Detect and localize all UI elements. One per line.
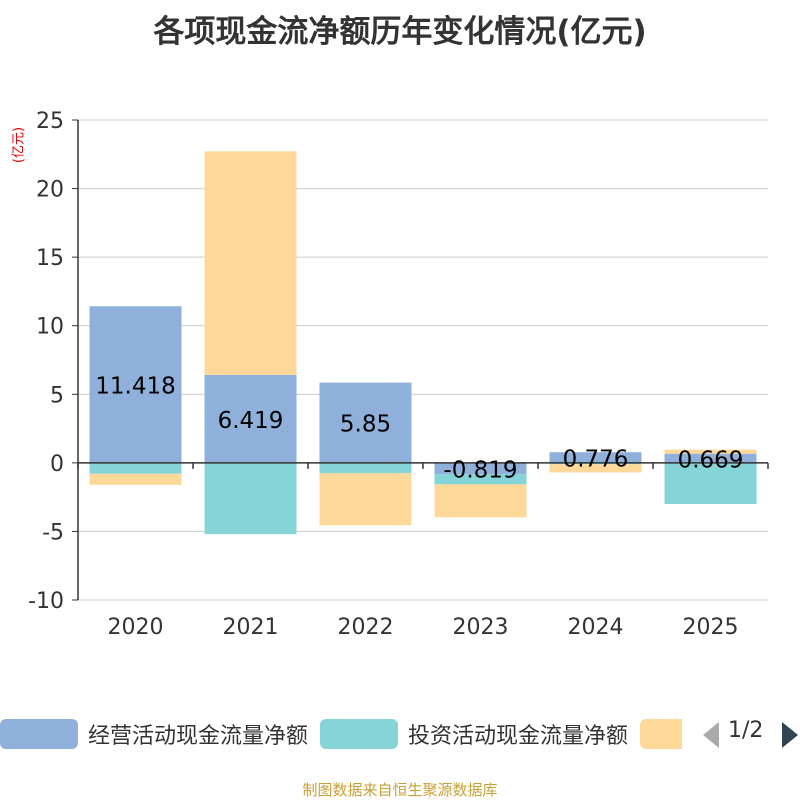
bar-2022-series-0 [319,382,412,463]
x-tick-label: 2025 [683,615,739,640]
bar-2024-series-2 [549,464,642,473]
legend-item-financing[interactable] [640,716,692,752]
bar-2020-series-0 [89,306,182,463]
data-label: 6.419 [218,408,284,434]
bar-2022-series-2 [319,473,412,526]
legend-swatch-operating [0,719,78,749]
y-tick-label: 15 [36,246,64,271]
y-tick-label: 10 [36,315,64,340]
y-tick-label: -5 [42,520,64,545]
x-tick-label: 2023 [453,615,509,640]
bar-2021-series-1 [204,462,297,535]
bar-2021-series-0 [204,374,297,463]
y-tick-label: 0 [50,452,64,477]
source-note: 制图数据来自恒生聚源数据库 [302,781,498,799]
legend-page-indicator: 1/2 [728,718,764,743]
legend-swatch-investing [320,719,398,749]
data-label: 0.669 [678,447,744,473]
x-tick-label: 2022 [338,615,394,640]
bar-2020-series-1 [89,462,182,474]
y-tick-label: 20 [36,178,64,203]
y-tick-label: 25 [36,109,64,134]
bar-2024-series-0 [549,452,642,463]
data-label: -0.819 [443,457,517,483]
data-label: 5.85 [340,412,391,438]
x-tick-label: 2024 [568,615,624,640]
bar-2022-series-1 [319,462,412,474]
legend-label-investing: 投资活动现金流量净额 [408,724,629,749]
bar-2023-series-2 [434,484,527,518]
legend-label-operating: 经营活动现金流量净额 [88,724,309,749]
legend-item-operating[interactable]: 经营活动现金流量净额 [0,716,308,752]
bar-2023-series-1 [434,474,527,485]
bar-2023-series-0 [434,462,527,475]
y-tick-label: -10 [28,589,64,614]
chart-title: 各项现金流净额历年变化情况(亿元) [153,14,647,50]
legend-prev-page-icon[interactable] [703,722,719,748]
bar-2025-series-0 [664,453,757,463]
bar-chart: 25 20 15 10 5 0 -5 -10 2020 2021 2022 2023 2024 2025 1… [28,109,769,640]
x-tick-label: 2021 [223,615,279,640]
data-label: 0.776 [563,447,629,473]
x-tick-label: 2020 [108,615,164,640]
legend-item-investing[interactable]: 投资活动现金流量净额 [320,716,628,752]
y-tick-label: 5 [50,383,64,408]
bar-2021-series-2 [204,151,297,375]
data-label: 11.418 [95,374,175,400]
legend-next-page-icon[interactable] [782,722,798,748]
bar-2020-series-2 [89,473,182,485]
legend-swatch-financing [640,719,682,749]
bar-2025-series-1 [664,462,757,504]
bar-2025-series-2 [664,449,757,454]
